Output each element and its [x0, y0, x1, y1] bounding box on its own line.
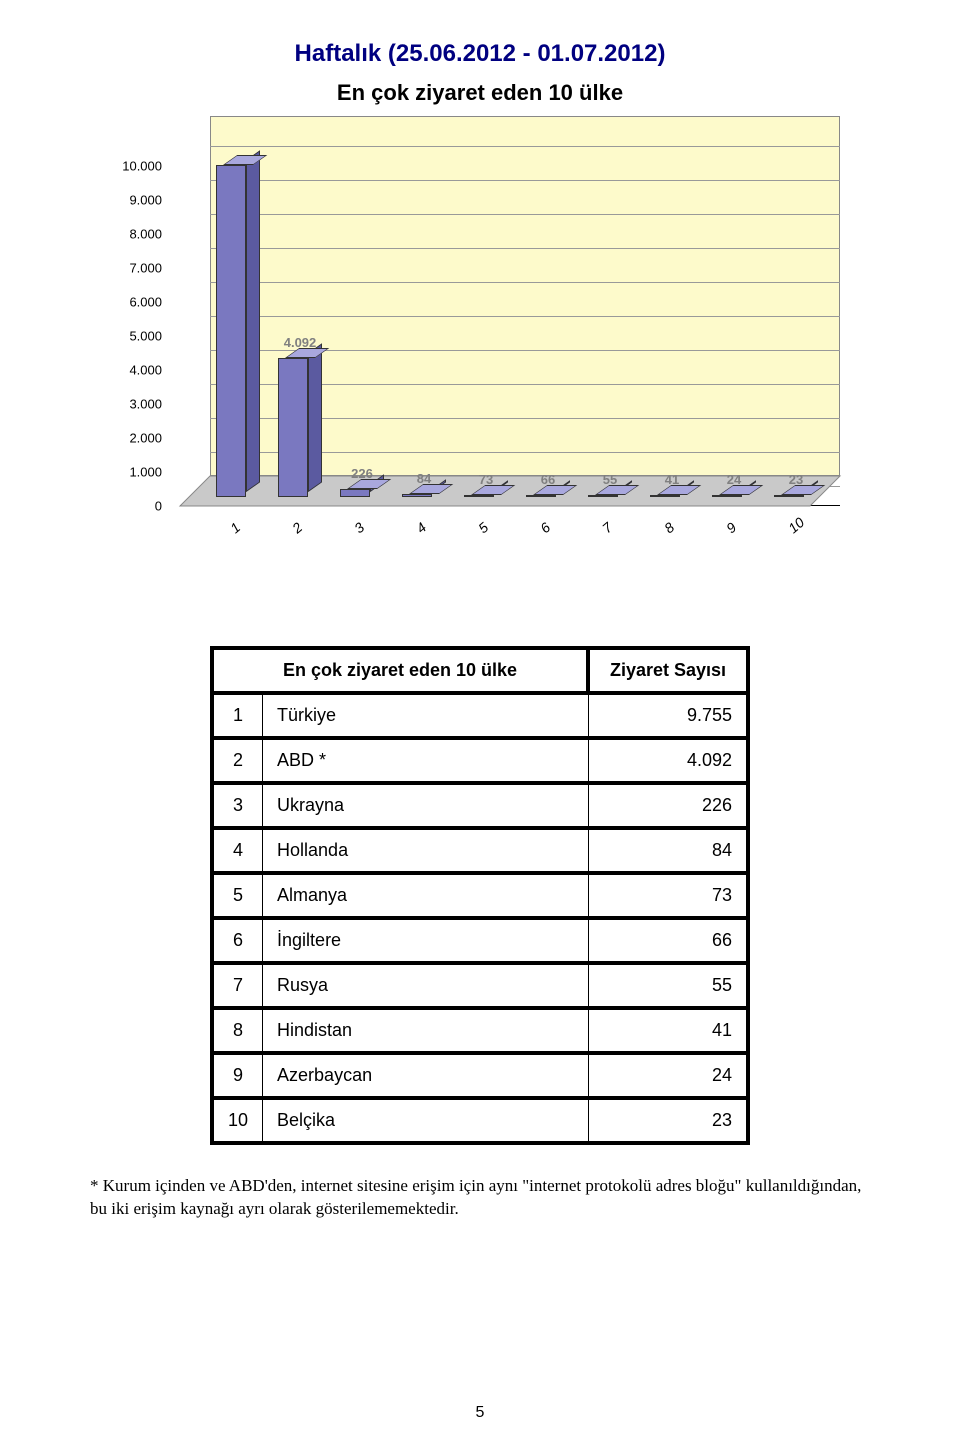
table-row: 2ABD *4.092 — [212, 738, 748, 783]
row-index: 4 — [212, 828, 263, 873]
page-number: 5 — [0, 1404, 960, 1422]
main-title: Haftalık (25.06.2012 - 01.07.2012) — [80, 40, 880, 68]
bar — [216, 155, 260, 497]
table-header-value: Ziyaret Sayısı — [588, 648, 748, 693]
row-value: 41 — [588, 1008, 748, 1053]
table-row: 9Azerbaycan24 — [212, 1053, 748, 1098]
y-axis: 01.0002.0003.0004.0005.0006.0007.0008.00… — [100, 136, 170, 506]
row-country: Ukrayna — [263, 783, 588, 828]
table-body: 1Türkiye9.7552ABD *4.0923Ukrayna2264Holl… — [212, 693, 748, 1143]
row-value: 226 — [588, 783, 748, 828]
x-tick-label: 8 — [661, 519, 677, 536]
x-axis: 1 2 3 4 5 6 7 8 9 10 — [180, 506, 840, 576]
y-tick-label: 6.000 — [129, 295, 162, 310]
chart-plot-area: 4.092 226 84 73 66 55 41 24 23 — [180, 136, 840, 506]
row-index: 9 — [212, 1053, 263, 1098]
y-tick-label: 0 — [155, 499, 162, 514]
row-index: 2 — [212, 738, 263, 783]
table-header-label: En çok ziyaret eden 10 ülke — [212, 648, 588, 693]
bar-value-label: 4.092 — [284, 335, 317, 350]
row-country: Rusya — [263, 963, 588, 1008]
row-value: 24 — [588, 1053, 748, 1098]
x-tick-label: 6 — [537, 519, 553, 536]
table-row: 1Türkiye9.755 — [212, 693, 748, 738]
bar-value-label: 55 — [603, 472, 617, 487]
bar-value-label: 226 — [351, 466, 373, 481]
table-row: 5Almanya73 — [212, 873, 748, 918]
row-value: 66 — [588, 918, 748, 963]
table-row: 10Belçika23 — [212, 1098, 748, 1143]
bar-value-label: 24 — [727, 472, 741, 487]
y-tick-label: 7.000 — [129, 261, 162, 276]
row-value: 9.755 — [588, 693, 748, 738]
row-country: Almanya — [263, 873, 588, 918]
row-index: 8 — [212, 1008, 263, 1053]
row-value: 84 — [588, 828, 748, 873]
row-country: Azerbaycan — [263, 1053, 588, 1098]
x-tick-label: 2 — [289, 519, 305, 536]
row-country: Hollanda — [263, 828, 588, 873]
bar-value-label: 84 — [417, 471, 431, 486]
y-tick-label: 8.000 — [129, 227, 162, 242]
bar — [340, 479, 384, 497]
x-tick-label: 5 — [475, 519, 491, 536]
table-row: 6İngiltere66 — [212, 918, 748, 963]
bar-value-label: 41 — [665, 472, 679, 487]
y-tick-label: 10.000 — [122, 159, 162, 174]
row-value: 23 — [588, 1098, 748, 1143]
y-tick-label: 2.000 — [129, 431, 162, 446]
x-tick-label: 9 — [723, 519, 739, 536]
y-tick-label: 5.000 — [129, 329, 162, 344]
row-country: Belçika — [263, 1098, 588, 1143]
bar-chart: 9.755 01.0002.0003.0004.0005.0006.0007.0… — [100, 136, 860, 576]
row-index: 5 — [212, 873, 263, 918]
row-country: Hindistan — [263, 1008, 588, 1053]
row-country: ABD * — [263, 738, 588, 783]
x-tick-label: 1 — [227, 519, 243, 536]
row-value: 4.092 — [588, 738, 748, 783]
y-tick-label: 3.000 — [129, 397, 162, 412]
page: Haftalık (25.06.2012 - 01.07.2012) En ço… — [0, 0, 960, 1444]
row-index: 3 — [212, 783, 263, 828]
row-value: 55 — [588, 963, 748, 1008]
bar — [278, 348, 322, 497]
table-row: 4Hollanda84 — [212, 828, 748, 873]
row-value: 73 — [588, 873, 748, 918]
row-country: Türkiye — [263, 693, 588, 738]
y-tick-label: 4.000 — [129, 363, 162, 378]
row-country: İngiltere — [263, 918, 588, 963]
row-index: 10 — [212, 1098, 263, 1143]
x-tick-label: 10 — [785, 514, 807, 536]
row-index: 1 — [212, 693, 263, 738]
bar-value-label: 66 — [541, 472, 555, 487]
bar-value-label: 73 — [479, 472, 493, 487]
y-tick-label: 1.000 — [129, 465, 162, 480]
table-row: 8Hindistan41 — [212, 1008, 748, 1053]
table-row: 7Rusya55 — [212, 963, 748, 1008]
sub-title: En çok ziyaret eden 10 ülke — [80, 80, 880, 106]
x-tick-label: 4 — [413, 519, 429, 536]
chart-bars: 4.092 226 84 73 66 55 41 24 23 — [180, 135, 840, 505]
bar-value-label: 23 — [789, 472, 803, 487]
x-tick-label: 7 — [599, 519, 615, 536]
x-tick-label: 3 — [351, 519, 367, 536]
table-row: 3Ukrayna226 — [212, 783, 748, 828]
country-visits-table: En çok ziyaret eden 10 ülke Ziyaret Sayı… — [210, 646, 750, 1145]
footnote-text: * Kurum içinden ve ABD'den, internet sit… — [90, 1175, 870, 1221]
y-tick-label: 9.000 — [129, 193, 162, 208]
row-index: 7 — [212, 963, 263, 1008]
row-index: 6 — [212, 918, 263, 963]
